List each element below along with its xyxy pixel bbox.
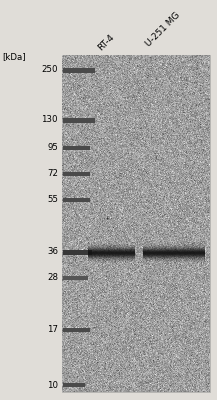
Text: 10: 10	[47, 380, 58, 390]
Text: 17: 17	[47, 326, 58, 334]
Text: 55: 55	[47, 196, 58, 204]
Text: 250: 250	[41, 66, 58, 74]
Bar	[63, 172, 90, 176]
Bar	[62, 55, 210, 392]
Text: RT-4: RT-4	[97, 32, 117, 52]
Bar	[63, 68, 95, 72]
Text: 95: 95	[47, 144, 58, 152]
Bar	[63, 198, 90, 202]
Text: 130: 130	[41, 116, 58, 124]
Text: 28: 28	[47, 274, 58, 282]
Bar	[63, 250, 92, 254]
Bar	[63, 276, 88, 280]
Bar	[63, 146, 90, 150]
Text: [kDa]: [kDa]	[2, 52, 26, 61]
Text: U-251 MG: U-251 MG	[144, 10, 181, 48]
Bar	[63, 383, 85, 387]
Text: 36: 36	[47, 248, 58, 256]
Bar	[63, 328, 90, 332]
Bar	[63, 118, 95, 122]
Text: 72: 72	[47, 170, 58, 178]
